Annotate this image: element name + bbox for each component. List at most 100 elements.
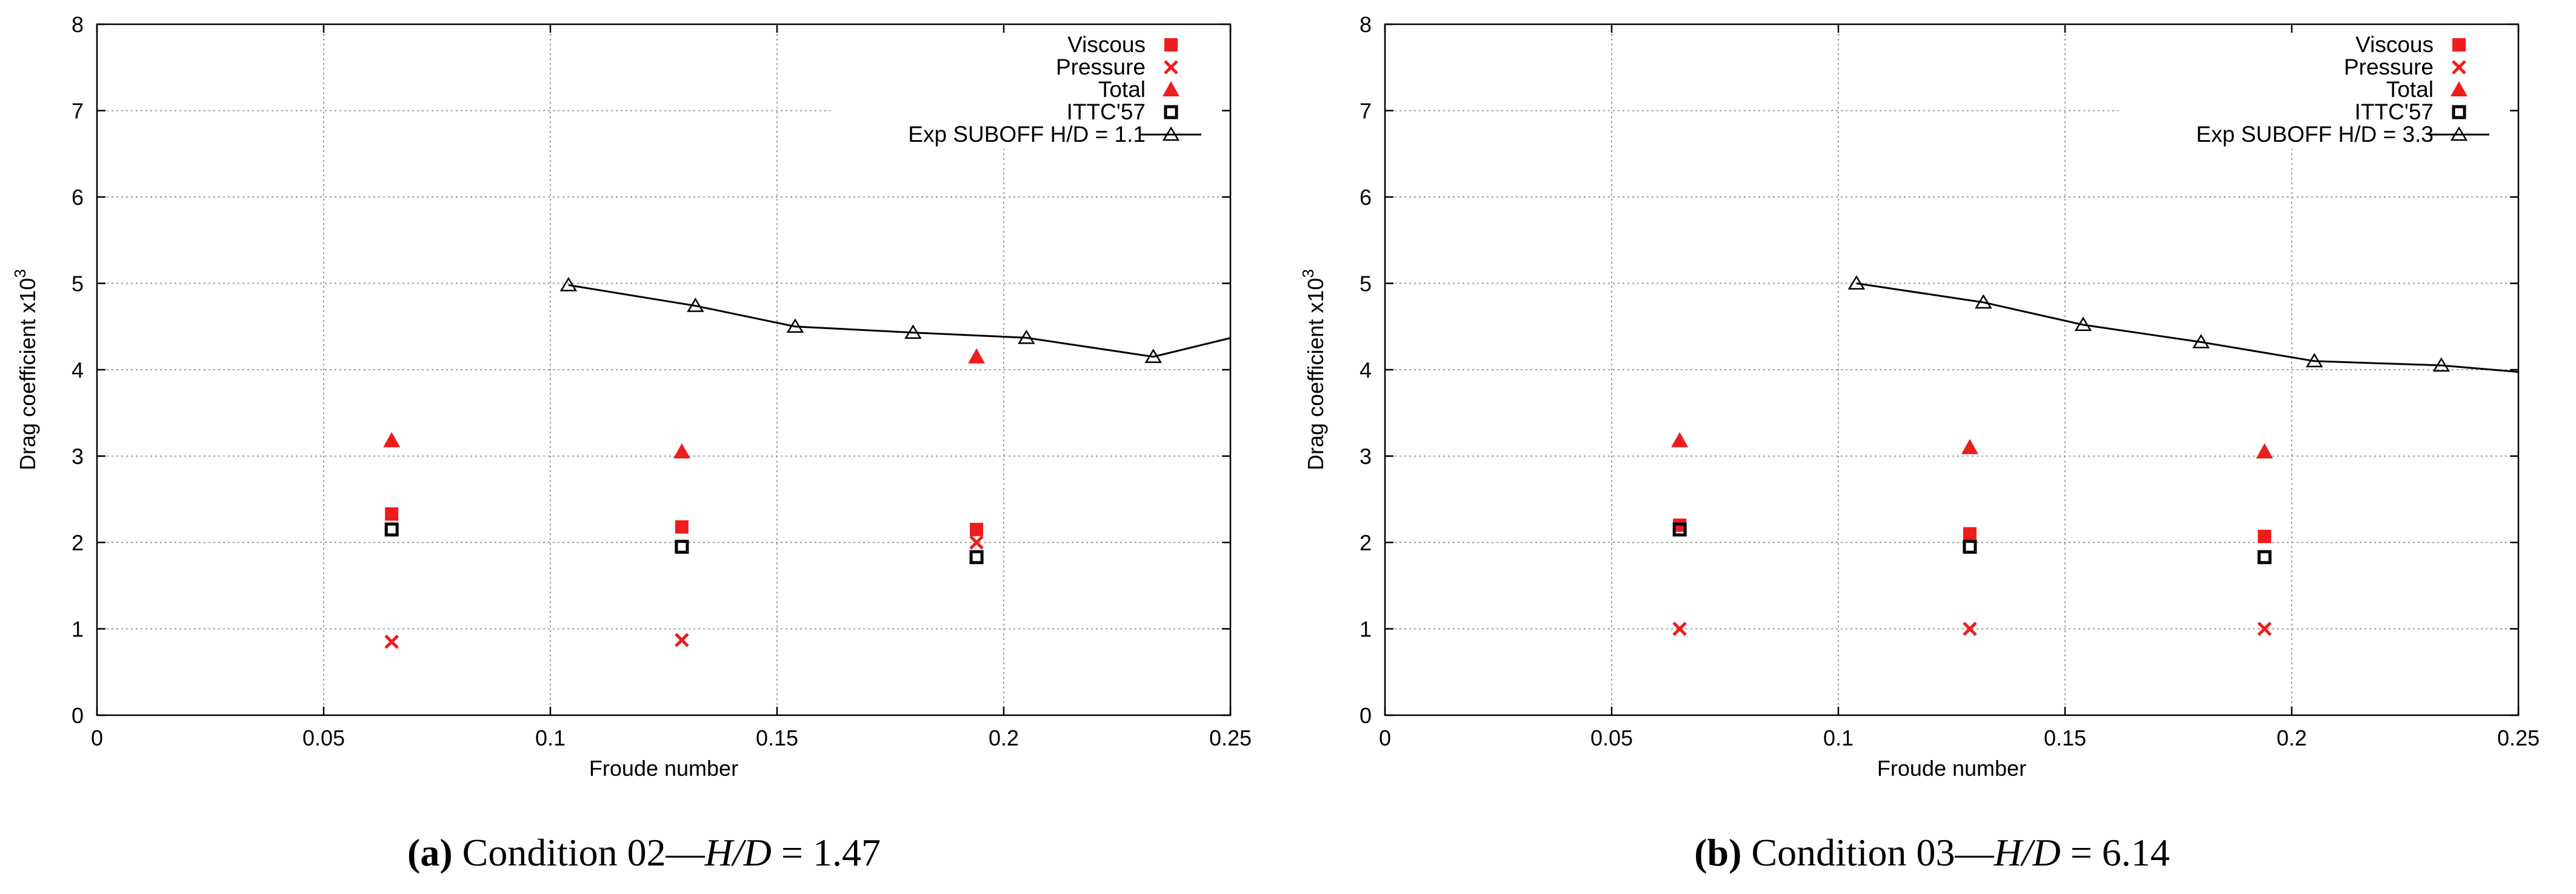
data-point: [2256, 443, 2274, 459]
y-tick-label: 3: [1360, 444, 1372, 469]
x-tick-label: 0.25: [1209, 726, 1252, 750]
legend-marker: [1162, 126, 1180, 141]
chart-a: 0 0.05 0.1 0.15 0.2 0.25 0 1 2 3 4 5 6 7 8 Froude numbe…: [11, 12, 1252, 781]
y-tick-label: 5: [1360, 272, 1372, 296]
grid: [1385, 24, 2518, 715]
x-tick-label: 0.1: [1823, 726, 1854, 750]
series-line: [568, 284, 1230, 358]
series-line: [1856, 282, 2518, 373]
legend-label: Pressure: [1056, 55, 1146, 79]
legend-marker: [1163, 81, 1180, 96]
y-tick-label: 0: [1360, 703, 1372, 728]
legend-marker: [2452, 38, 2466, 52]
legend-marker: [1164, 105, 1178, 119]
data-point: [559, 276, 578, 292]
caption-a: (a) Condition 02—H/D = 1.47: [0, 830, 1288, 875]
series-pressure: [384, 535, 984, 649]
x-tick-label: 0.05: [302, 726, 345, 750]
legend-marker: [1164, 38, 1178, 52]
y-tick-label: 8: [72, 12, 84, 37]
y-axis-label: Drag coefficient x103: [11, 269, 40, 470]
legend-label: Exp SUBOFF H/D = 3.3: [2196, 122, 2434, 147]
caption-a-italic: H/D: [704, 831, 772, 874]
data-point: [786, 318, 804, 333]
y-tick-label: 7: [1360, 99, 1372, 124]
series-viscous: [385, 507, 984, 536]
series-exp-suboff-h-d-1-1: [559, 276, 1230, 363]
ticks: [1384, 23, 2520, 716]
data-point: [384, 522, 399, 537]
data-point: [384, 635, 399, 649]
x-tick-label: 0.2: [2277, 726, 2307, 750]
legend-label: ITTC'57: [2355, 99, 2434, 124]
data-point: [1672, 621, 1687, 636]
y-tick-label: 0: [72, 703, 84, 728]
legend-label: Pressure: [2344, 55, 2434, 79]
caption-b: (b) Condition 03—H/D = 6.14: [1288, 830, 2576, 875]
y-axis-label: Drag coefficient x103: [1299, 269, 1328, 470]
data-point: [1672, 522, 1687, 537]
x-tick-label: 0.25: [2497, 726, 2540, 750]
y-tick-label: 4: [72, 358, 84, 382]
series-pressure: [1672, 621, 2272, 636]
chart-panel-b: 0 0.05 0.1 0.15 0.2 0.25 0 1 2 3 4 5 6 7 8 Froude numbe…: [1288, 0, 2576, 894]
legend-label: Viscous: [1067, 32, 1146, 57]
legend-label: ITTC'57: [1067, 99, 1146, 124]
data-point: [968, 348, 986, 364]
data-point: [675, 633, 689, 647]
legend-label: Viscous: [2355, 32, 2434, 57]
data-point: [2257, 550, 2272, 564]
y-tick-label: 2: [1360, 530, 1372, 555]
y-tick-label: 4: [1360, 358, 1372, 382]
caption-a-value: = 1.47: [771, 831, 881, 874]
legend-marker: [2450, 126, 2468, 141]
y-axis-label-sup: 3: [11, 269, 29, 278]
x-tick-label: 0.05: [1590, 726, 1633, 750]
data-point: [904, 324, 922, 339]
data-point: [970, 522, 984, 536]
y-tick-label: 1: [72, 617, 84, 642]
data-point: [2432, 357, 2451, 372]
data-point: [1963, 621, 1977, 636]
x-axis-label: Froude number: [589, 756, 738, 781]
legend-label: Total: [1098, 77, 1146, 102]
y-tick-label: 6: [1360, 185, 1372, 210]
x-tick-label: 0.15: [2044, 726, 2086, 750]
x-axis-label: Froude number: [1877, 756, 2026, 781]
data-point: [1963, 527, 1977, 541]
legend-label: Total: [2386, 77, 2434, 102]
data-point: [673, 443, 690, 459]
data-point: [1018, 329, 1035, 344]
data-point: [1963, 539, 1977, 554]
x-tick-label: 0: [91, 726, 103, 750]
data-point: [1975, 294, 1992, 309]
data-point: [687, 298, 704, 312]
y-tick-label: 2: [72, 530, 84, 555]
data-point: [383, 432, 401, 447]
caption-a-label: (a): [407, 831, 453, 874]
series-viscous: [1673, 518, 2272, 544]
series-exp-suboff-h-d-3-3: [1847, 275, 2518, 373]
y-tick-label: 1: [1360, 617, 1372, 642]
data-point: [1847, 275, 1866, 290]
data-point: [2192, 333, 2210, 349]
data-point: [969, 550, 984, 564]
legend-marker: [2452, 60, 2466, 75]
x-tick-label: 0: [1379, 726, 1391, 750]
data-point: [675, 520, 689, 534]
y-tick-label: 7: [72, 99, 84, 124]
data-point: [2258, 530, 2272, 544]
data-point: [2257, 621, 2272, 636]
chart-panel-a: 0 0.05 0.1 0.15 0.2 0.25 0 1 2 3 4 5 6 7 8 Froude numbe…: [0, 12, 1288, 875]
y-tick-label: 8: [1360, 12, 1372, 37]
ticks: [96, 23, 1232, 716]
y-tick-label: 6: [72, 185, 84, 210]
y-tick-label: 3: [72, 444, 84, 469]
y-axis-label-sup: 3: [1299, 269, 1317, 278]
data-point: [969, 535, 984, 550]
legend-marker: [2452, 105, 2466, 119]
data-point: [1144, 349, 1163, 363]
grid: [97, 24, 1230, 715]
